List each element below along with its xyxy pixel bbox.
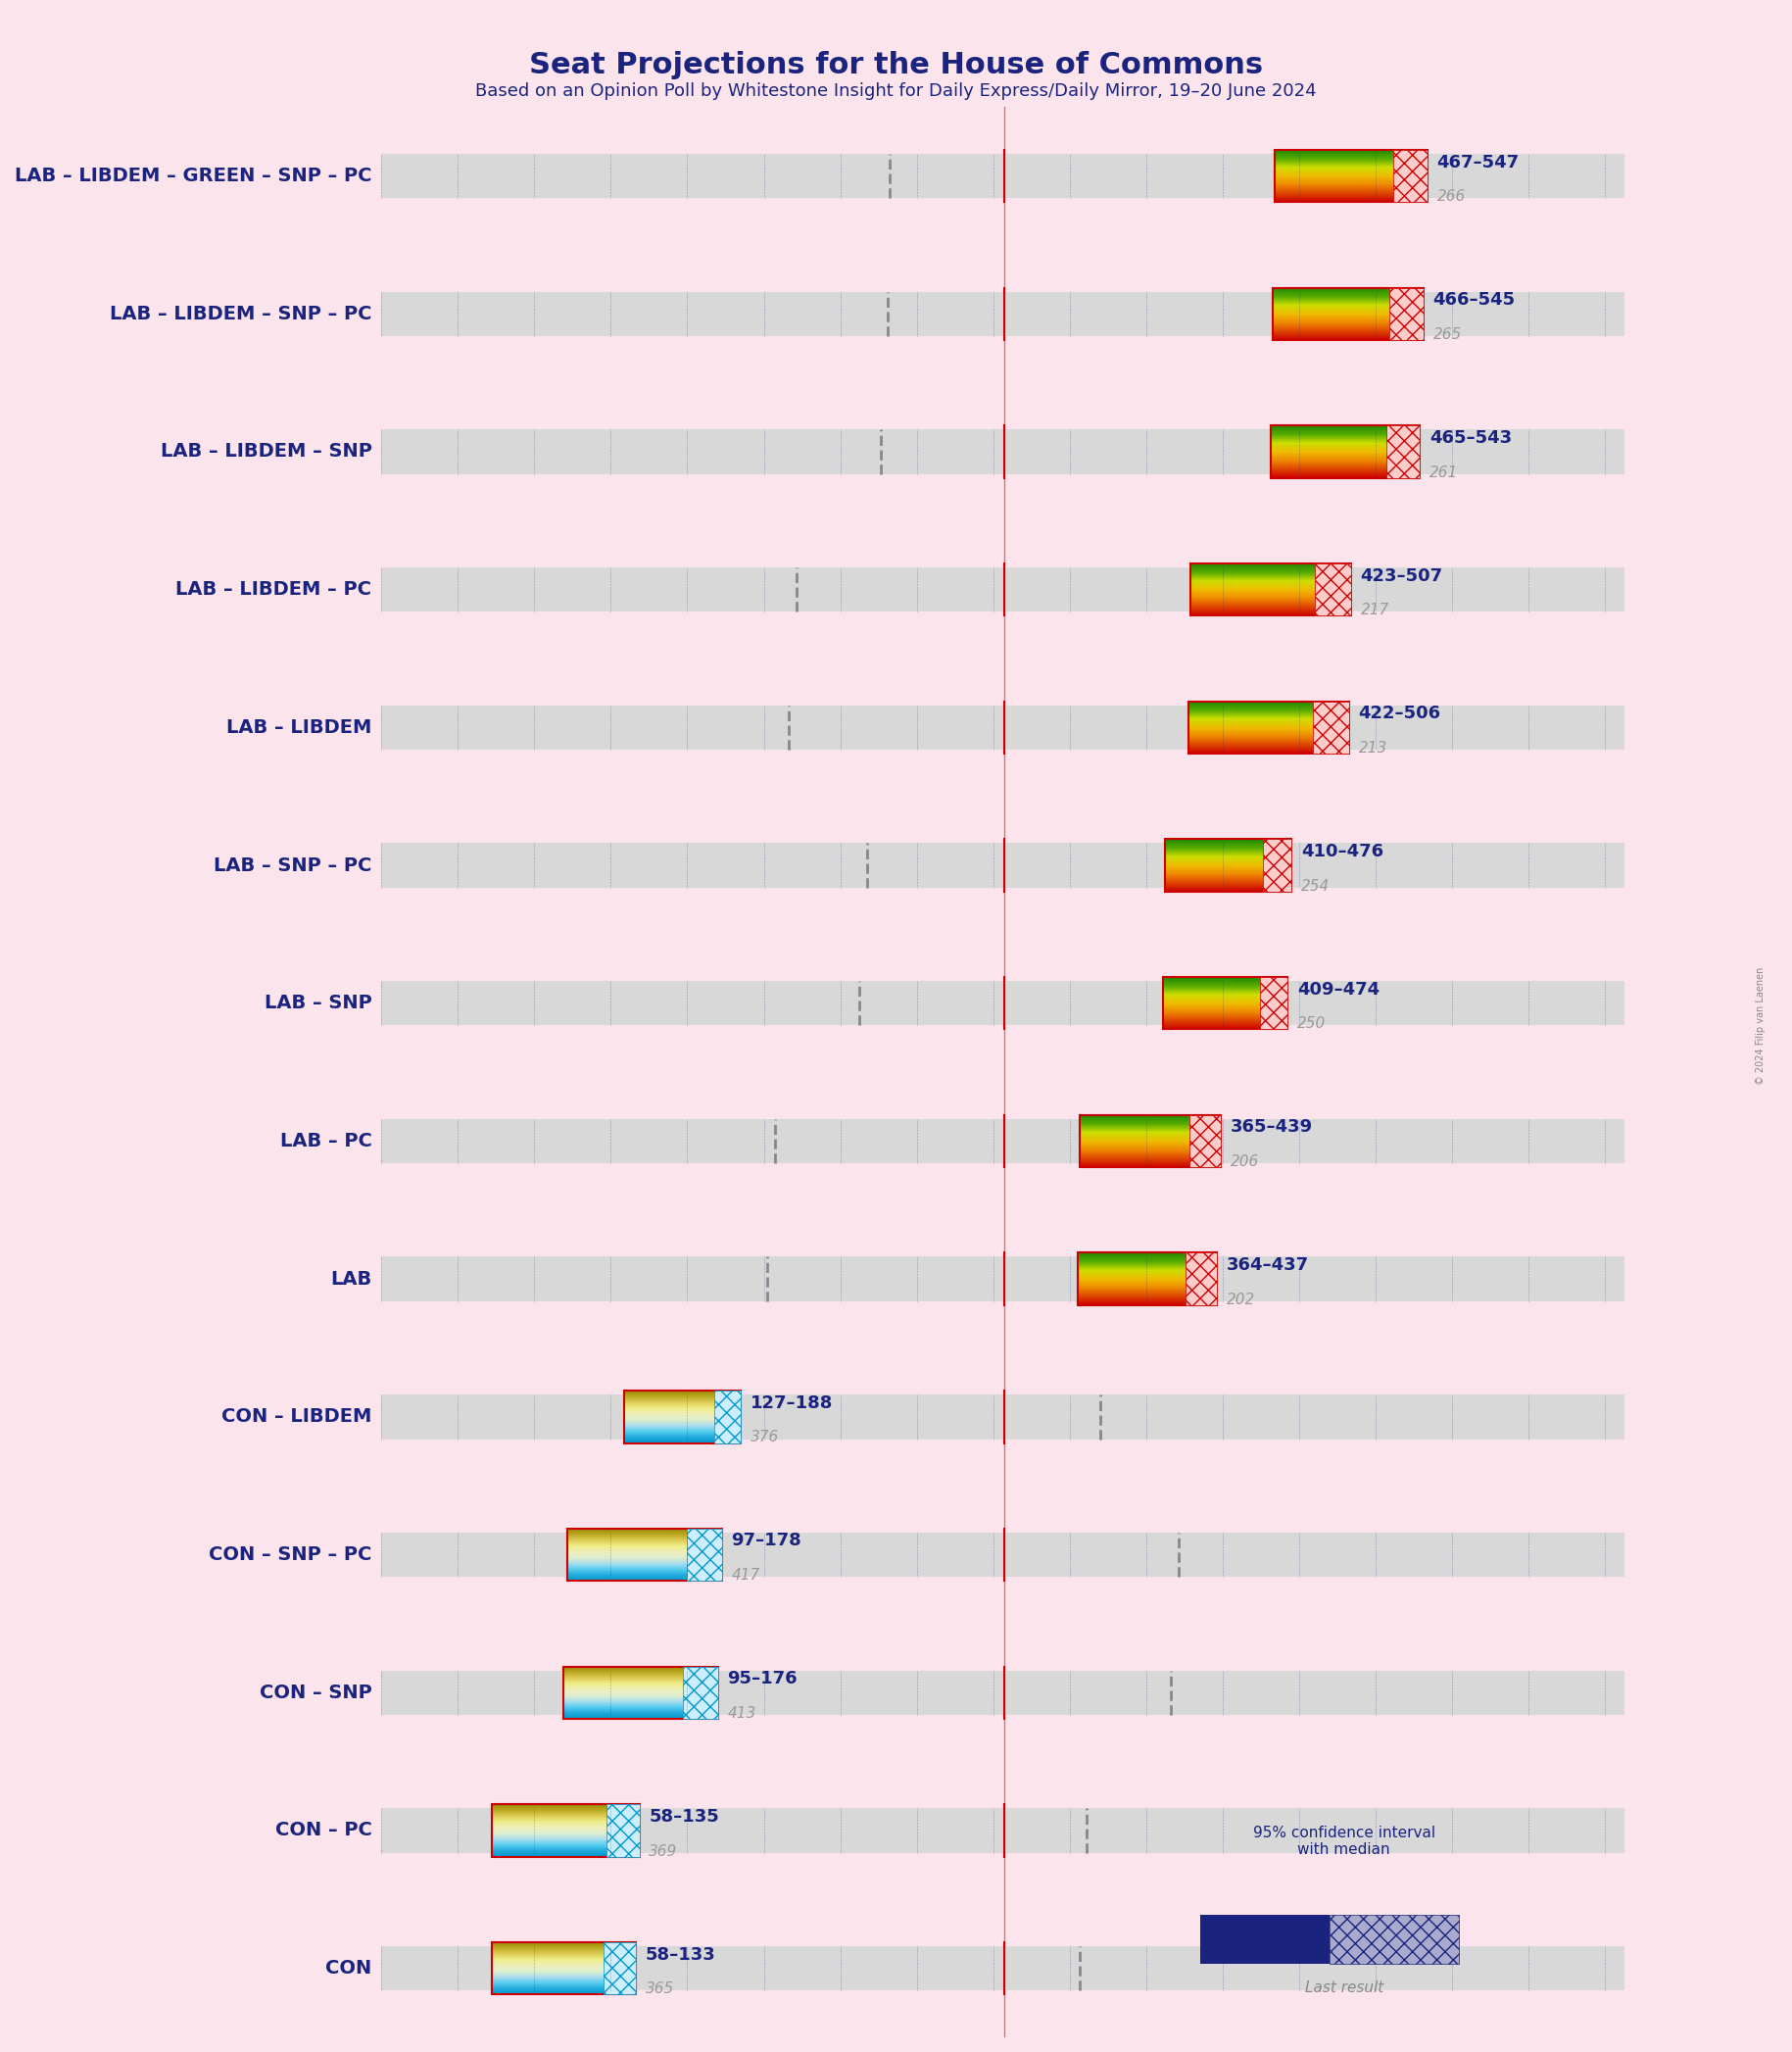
Text: 58–133: 58–133 (645, 1945, 715, 1964)
Text: 365–439: 365–439 (1231, 1118, 1314, 1137)
Bar (1188, 1114, 1220, 1168)
Text: © 2024 Filip van Laenen: © 2024 Filip van Laenen (1756, 966, 1765, 1086)
Bar (382, 981, 1624, 1026)
Bar (1271, 425, 1419, 478)
Text: 466–545: 466–545 (1434, 291, 1516, 310)
Bar (715, 1391, 740, 1443)
Bar (606, 1804, 640, 1857)
Bar (382, 1118, 1624, 1163)
Text: 58–135: 58–135 (649, 1808, 719, 1826)
Text: CON – LIBDEM: CON – LIBDEM (222, 1408, 371, 1426)
Bar (1263, 839, 1292, 891)
Text: LAB – LIBDEM – PC: LAB – LIBDEM – PC (176, 581, 371, 599)
Text: 202: 202 (1226, 1293, 1254, 1307)
Text: 409–474: 409–474 (1297, 981, 1380, 997)
Text: CON – PC: CON – PC (274, 1822, 371, 1841)
Text: LAB – SNP – PC: LAB – SNP – PC (213, 856, 371, 874)
Bar (1315, 564, 1351, 616)
Text: LAB – LIBDEM – GREEN – SNP – PC: LAB – LIBDEM – GREEN – SNP – PC (14, 166, 371, 185)
Text: 369: 369 (649, 1845, 677, 1859)
Bar (1314, 702, 1349, 753)
Text: 413: 413 (728, 1705, 756, 1722)
Bar (1387, 425, 1419, 478)
Text: 213: 213 (1358, 741, 1387, 755)
Bar (1389, 287, 1423, 341)
Text: 467–547: 467–547 (1437, 154, 1520, 170)
Bar (1274, 150, 1428, 203)
Bar (1077, 1254, 1217, 1305)
Bar (382, 706, 1624, 749)
Bar (1260, 977, 1288, 1030)
Bar (382, 1256, 1624, 1301)
Text: 410–476: 410–476 (1301, 843, 1383, 860)
Bar (382, 566, 1624, 611)
Bar (686, 1529, 722, 1580)
Text: Last result: Last result (1305, 1980, 1383, 1995)
Bar (1079, 1114, 1220, 1168)
Bar (566, 1529, 722, 1580)
Text: 127–188: 127–188 (751, 1393, 833, 1412)
Bar (382, 1808, 1624, 1853)
Bar (604, 1941, 636, 1995)
Text: LAB – LIBDEM – SNP – PC: LAB – LIBDEM – SNP – PC (109, 304, 371, 322)
Text: 217: 217 (1360, 603, 1389, 618)
Text: 95% confidence interval
with median: 95% confidence interval with median (1253, 1826, 1435, 1857)
Bar (382, 1945, 1624, 1990)
Bar (1190, 564, 1351, 616)
Bar (1272, 287, 1423, 341)
Text: LAB – PC: LAB – PC (280, 1133, 371, 1151)
Bar (493, 1941, 636, 1995)
Text: LAB – LIBDEM: LAB – LIBDEM (226, 718, 371, 737)
Text: 422–506: 422–506 (1358, 706, 1441, 722)
Text: LAB – LIBDEM – SNP: LAB – LIBDEM – SNP (159, 443, 371, 462)
Bar (1188, 702, 1349, 753)
Bar (1165, 839, 1292, 891)
Text: 254: 254 (1301, 878, 1330, 893)
Text: CON – SNP – PC: CON – SNP – PC (208, 1545, 371, 1564)
Bar (624, 1391, 740, 1443)
Text: 265: 265 (1434, 326, 1462, 343)
Text: 376: 376 (751, 1430, 780, 1445)
Bar (382, 429, 1624, 474)
Bar (382, 1395, 1624, 1438)
Text: 97–178: 97–178 (731, 1533, 801, 1549)
Bar (683, 1666, 719, 1720)
Text: 465–543: 465–543 (1430, 429, 1512, 447)
Bar (382, 843, 1624, 889)
Bar (382, 154, 1624, 199)
Bar (1201, 1915, 1330, 1964)
Text: 365: 365 (645, 1982, 674, 1997)
Text: 261: 261 (1430, 466, 1459, 480)
Bar (1163, 977, 1288, 1030)
Text: 266: 266 (1437, 189, 1466, 203)
Text: CON – SNP: CON – SNP (260, 1683, 371, 1701)
Text: Seat Projections for the House of Commons: Seat Projections for the House of Common… (529, 51, 1263, 80)
Text: 206: 206 (1231, 1155, 1260, 1170)
Text: 95–176: 95–176 (728, 1670, 797, 1687)
Bar (563, 1666, 719, 1720)
Bar (1330, 1915, 1459, 1964)
Text: LAB: LAB (330, 1270, 371, 1289)
Bar (1392, 150, 1428, 203)
Bar (493, 1804, 640, 1857)
Text: 423–507: 423–507 (1360, 566, 1443, 585)
Text: 364–437: 364–437 (1226, 1256, 1308, 1274)
Text: LAB – SNP: LAB – SNP (263, 993, 371, 1012)
Text: CON: CON (326, 1960, 371, 1978)
Bar (1186, 1254, 1217, 1305)
Text: Based on an Opinion Poll by Whitestone Insight for Daily Express/Daily Mirror, 1: Based on an Opinion Poll by Whitestone I… (475, 82, 1317, 101)
Text: 250: 250 (1297, 1016, 1326, 1032)
Text: 417: 417 (731, 1568, 760, 1582)
Bar (382, 1670, 1624, 1715)
Bar (382, 291, 1624, 337)
Bar (382, 1533, 1624, 1578)
